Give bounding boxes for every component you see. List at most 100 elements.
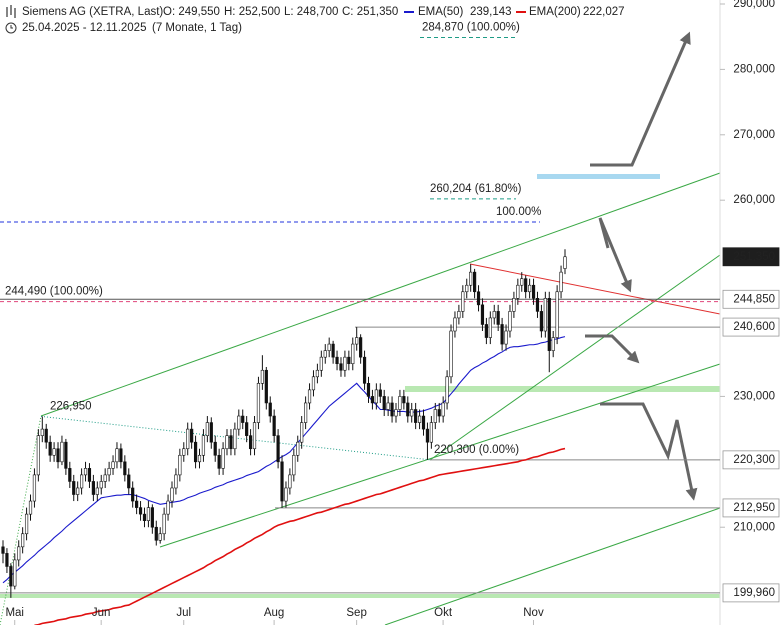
candle-body	[13, 559, 17, 587]
y-tick-label: 210,000	[733, 521, 775, 533]
y-tick-label: 280,000	[733, 63, 775, 75]
candle-body	[469, 271, 473, 286]
candle-body	[476, 291, 481, 306]
candle-body	[64, 441, 68, 469]
fib-label: 100.00%	[496, 206, 541, 218]
candle-body	[296, 441, 300, 456]
candle-body	[496, 311, 500, 325]
candle-body	[127, 474, 131, 489]
y-tick-label: 230,000	[733, 390, 775, 402]
level-label: 240,600	[733, 321, 775, 333]
candle-body	[264, 369, 268, 404]
level-box	[722, 498, 780, 518]
scenario-arrow	[600, 402, 698, 501]
scenario-arrow	[598, 217, 632, 293]
candle-body	[406, 402, 410, 417]
candle-body	[394, 409, 398, 417]
candle-body	[229, 435, 233, 450]
candle-body	[52, 448, 56, 456]
candle-body	[170, 487, 174, 502]
candle-body	[347, 356, 351, 365]
candle-body	[21, 533, 25, 548]
candle-body	[488, 317, 492, 338]
candle-body	[36, 435, 40, 476]
candle-body	[288, 474, 292, 489]
candle-body	[48, 441, 52, 456]
candle-body	[433, 409, 437, 423]
candle-body	[60, 441, 64, 463]
candle-body	[559, 271, 563, 293]
chart-title: Siemens AG (XETRA, Last)	[22, 6, 163, 18]
candle-body	[28, 500, 33, 515]
candle-body	[1, 546, 5, 554]
candle-body	[449, 330, 453, 378]
candle-body	[555, 291, 559, 338]
period: (7 Monate, 1 Tag)	[152, 22, 242, 34]
candle-body	[162, 513, 166, 535]
header: Siemens AG (XETRA, Last) O: 249,550 H: 2…	[5, 5, 398, 34]
scenario-arrow	[585, 334, 640, 364]
candle-body	[217, 454, 221, 469]
candle-body	[103, 474, 107, 482]
candle-body	[91, 481, 95, 495]
resistance-line	[469, 263, 721, 315]
candle-body	[260, 369, 264, 384]
candle-body	[80, 474, 84, 489]
candle-body	[56, 448, 60, 463]
candle-body	[280, 461, 284, 502]
candle-body	[17, 546, 21, 561]
candle-body	[500, 324, 504, 345]
candle-body	[233, 428, 237, 450]
candle-body	[135, 500, 139, 508]
candle-body	[359, 337, 363, 358]
x-tick-label: Jul	[176, 607, 191, 619]
candle-body	[441, 402, 445, 417]
candle-body	[142, 513, 147, 521]
candle-body	[484, 324, 488, 338]
candle-body	[178, 454, 182, 476]
candle-body	[437, 409, 441, 417]
candle-body	[457, 311, 461, 319]
candle-body	[516, 284, 520, 299]
y-tick-label: 270,000	[733, 129, 775, 141]
candle-body	[429, 422, 433, 443]
candle-body	[331, 343, 335, 358]
candle-body	[68, 468, 72, 482]
trend-line	[429, 254, 721, 461]
candle-body	[95, 487, 99, 495]
candle-body	[115, 448, 119, 463]
support-zone	[405, 386, 720, 392]
candle-body	[339, 363, 343, 371]
support-zone	[0, 594, 720, 598]
candle-body	[417, 415, 422, 423]
legend-value: 222,027	[583, 6, 625, 18]
candle-body	[237, 415, 241, 430]
candle-body	[158, 533, 162, 541]
candle-body	[182, 448, 186, 456]
candle-body	[563, 256, 567, 269]
candle-body	[209, 422, 213, 443]
candle-body	[44, 428, 48, 443]
level-label: 244,850	[733, 293, 775, 305]
candle-body	[535, 298, 540, 312]
candle-body	[366, 383, 371, 397]
candle-body	[512, 298, 516, 312]
quote-close: C: 251,350	[342, 6, 398, 18]
candle-body	[414, 409, 418, 423]
candle-body	[292, 454, 296, 476]
trend-line	[384, 507, 721, 625]
candle-body	[111, 461, 115, 469]
candle-body	[40, 428, 44, 436]
candle-body	[551, 337, 555, 351]
candle-body	[154, 526, 158, 541]
candle-body	[327, 343, 331, 351]
candle-body	[323, 350, 327, 358]
candle-body	[362, 356, 367, 384]
fib-label: 284,870 (100.00%)	[422, 22, 520, 34]
scenario-arrow	[590, 31, 691, 167]
candle-body	[193, 441, 198, 463]
candle-body	[504, 330, 508, 345]
candle-body	[480, 304, 485, 325]
candle-body	[272, 415, 276, 436]
